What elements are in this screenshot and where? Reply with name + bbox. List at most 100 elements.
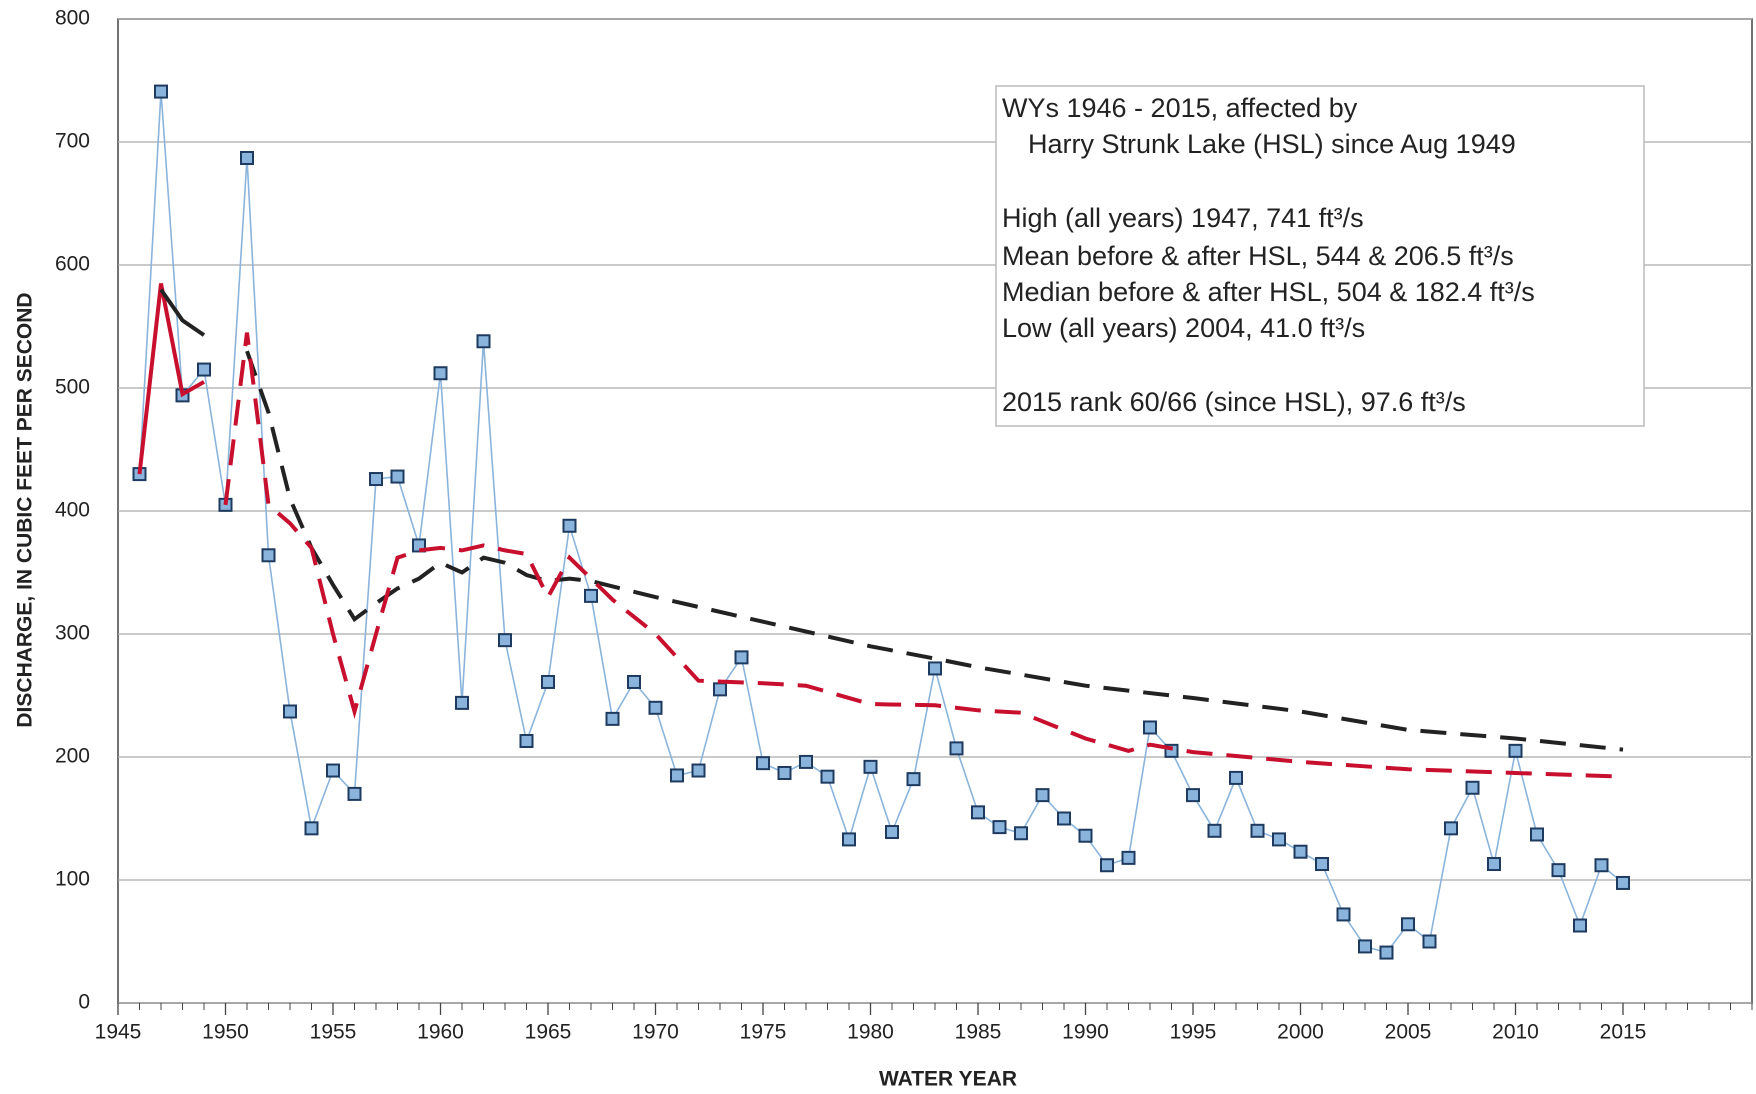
data-point xyxy=(261,548,276,563)
data-point xyxy=(1594,858,1609,873)
data-point xyxy=(283,704,297,719)
data-point xyxy=(605,711,620,726)
data-point xyxy=(498,633,512,648)
y-tick-label: 800 xyxy=(55,7,90,30)
annotation-text: Median before & after HSL, 504 & 182.4 f… xyxy=(1002,277,1535,307)
annotation-text: 2015 rank 60/66 (since HSL), 97.6 ft³/s xyxy=(1002,387,1466,417)
data-point xyxy=(1508,743,1523,758)
data-point xyxy=(1444,821,1458,836)
data-point xyxy=(304,821,319,836)
data-point xyxy=(519,734,534,749)
x-tick-label: 1975 xyxy=(740,1021,787,1044)
data-point xyxy=(476,334,491,349)
data-point xyxy=(971,805,985,820)
data-point xyxy=(799,754,813,769)
annotation-box xyxy=(995,85,1645,427)
x-tick-label: 1970 xyxy=(632,1021,679,1044)
data-point xyxy=(1121,850,1136,865)
data-point xyxy=(756,756,770,771)
series-line xyxy=(137,283,205,475)
y-tick-label: 200 xyxy=(55,745,90,768)
x-tick-label: 1950 xyxy=(202,1021,249,1044)
data-point xyxy=(562,518,577,533)
data-point xyxy=(1035,788,1050,803)
annotation-text: Harry Strunk Lake (HSL) since Aug 1949 xyxy=(1028,129,1516,159)
x-tick-label: 2015 xyxy=(1600,1021,1647,1044)
y-tick-label: 500 xyxy=(55,376,90,399)
x-tick-label: 2010 xyxy=(1492,1021,1539,1044)
data-point xyxy=(1293,844,1308,859)
x-tick-label: 2005 xyxy=(1385,1021,1432,1044)
data-point xyxy=(713,682,727,697)
data-point xyxy=(648,700,663,715)
data-point xyxy=(1100,858,1114,873)
data-point xyxy=(1465,780,1480,795)
data-point xyxy=(885,825,899,840)
data-point xyxy=(1250,823,1265,838)
x-tick-label: 1995 xyxy=(1170,1021,1217,1044)
data-point xyxy=(347,786,362,801)
data-point xyxy=(1143,720,1157,735)
annotation-text: WYs 1946 - 2015, affected by xyxy=(1002,93,1358,123)
data-point xyxy=(992,820,1007,835)
data-point xyxy=(541,674,555,689)
data-point xyxy=(863,759,878,774)
data-point xyxy=(777,765,792,780)
x-tick-label: 1980 xyxy=(847,1021,894,1044)
series-line xyxy=(159,288,206,337)
annotation-text: Mean before & after HSL, 544 & 206.5 ft³… xyxy=(1002,241,1514,271)
data-point xyxy=(734,650,749,665)
data-point xyxy=(928,661,942,676)
data-point xyxy=(369,472,383,487)
data-point xyxy=(1401,917,1415,932)
data-point xyxy=(949,741,964,756)
y-tick-label: 400 xyxy=(55,499,90,522)
y-axis-label: DISCHARGE, IN CUBIC FEET PER SECOND xyxy=(14,292,37,727)
x-tick-label: 1985 xyxy=(955,1021,1002,1044)
annotation-text: High (all years) 1947, 741 ft³/s xyxy=(1002,203,1364,233)
data-point xyxy=(584,588,598,603)
x-tick-label: 1965 xyxy=(525,1021,572,1044)
data-point xyxy=(842,832,856,847)
data-point xyxy=(820,769,835,784)
data-point xyxy=(1358,939,1372,954)
data-point xyxy=(390,469,405,484)
data-point xyxy=(627,674,641,689)
data-point xyxy=(1379,945,1394,960)
data-point xyxy=(1530,827,1544,842)
data-point xyxy=(1551,863,1566,878)
x-tick-label: 1945 xyxy=(95,1021,142,1044)
y-tick-label: 300 xyxy=(55,622,90,645)
data-point xyxy=(1422,934,1437,949)
data-point xyxy=(670,768,684,783)
x-axis-label: WATER YEAR xyxy=(879,1068,1017,1091)
data-point xyxy=(1573,918,1587,933)
x-tick-label: 1960 xyxy=(417,1021,464,1044)
data-point xyxy=(1014,826,1028,841)
data-point xyxy=(1487,857,1501,872)
data-point xyxy=(906,772,921,787)
series-line xyxy=(138,91,1624,954)
x-tick-label: 1955 xyxy=(310,1021,357,1044)
data-point xyxy=(1186,788,1200,803)
data-point xyxy=(1616,875,1630,890)
y-tick-label: 100 xyxy=(55,868,90,891)
data-point xyxy=(154,84,168,99)
data-point xyxy=(1078,828,1093,843)
data-point xyxy=(1272,832,1286,847)
x-tick-label: 1990 xyxy=(1062,1021,1109,1044)
x-tick-label: 2000 xyxy=(1277,1021,1324,1044)
data-point xyxy=(326,763,340,778)
annotation-text: Low (all years) 2004, 41.0 ft³/s xyxy=(1002,313,1365,343)
data-point xyxy=(1315,857,1329,872)
data-point xyxy=(1229,770,1243,785)
data-point xyxy=(240,150,254,165)
data-point xyxy=(1057,811,1071,826)
data-point xyxy=(1207,823,1222,838)
y-tick-label: 600 xyxy=(55,253,90,276)
data-point xyxy=(1336,907,1351,922)
y-tick-label: 700 xyxy=(55,130,90,153)
data-point xyxy=(691,763,706,778)
data-point xyxy=(433,366,448,381)
